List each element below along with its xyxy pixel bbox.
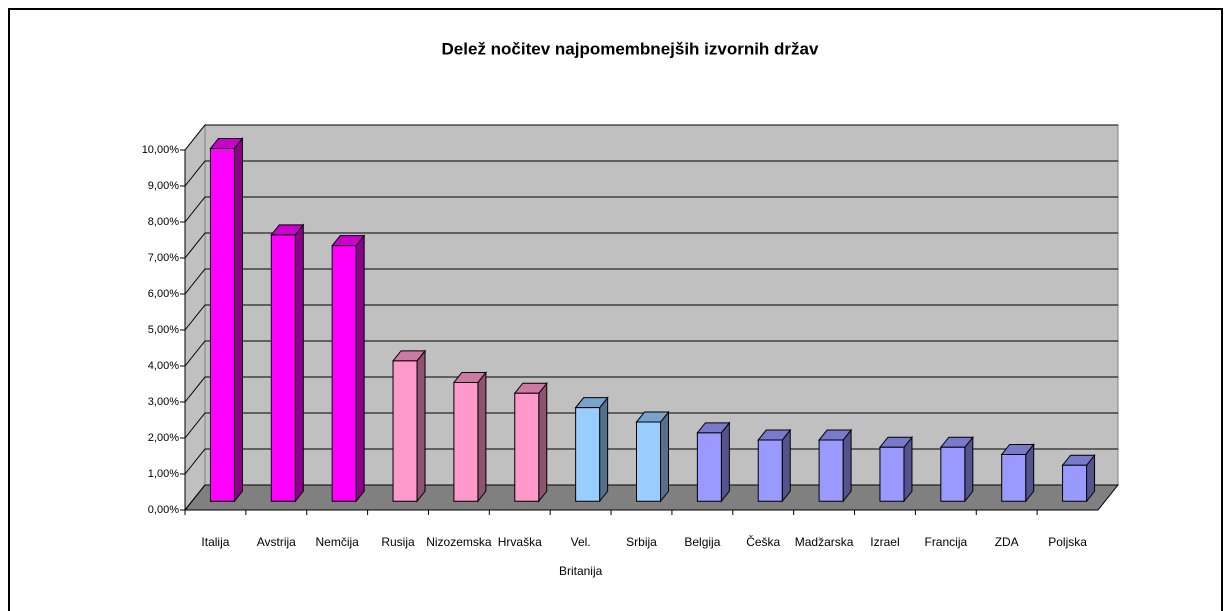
bar — [513, 381, 548, 503]
bar — [696, 421, 731, 503]
bar-side — [355, 234, 365, 503]
bar-side — [781, 428, 791, 503]
grid-line — [184, 196, 1118, 223]
x-tick-label: Poljska — [1048, 535, 1087, 549]
chart-frame — [8, 8, 1223, 611]
x-tick-label: Belgija — [684, 535, 720, 549]
x-tick-label: Nemčija — [315, 535, 359, 549]
bar-side — [294, 223, 304, 503]
bar-side — [903, 435, 913, 503]
bar-front — [514, 392, 540, 502]
bar-front — [940, 446, 966, 502]
grid-line — [184, 124, 1118, 151]
bar-front — [270, 234, 296, 502]
grid-line — [184, 376, 1118, 403]
x-tick-label: Rusija — [381, 535, 415, 549]
bar-front — [636, 421, 661, 502]
bar — [757, 428, 792, 503]
x-tick-label: Hrvaška — [498, 535, 542, 549]
bar — [818, 428, 853, 503]
bar — [939, 435, 974, 503]
grid-line — [184, 160, 1118, 187]
bar — [878, 435, 914, 503]
bar — [635, 410, 670, 503]
bar-side — [842, 428, 852, 503]
y-tick-label: 7,00% — [148, 252, 179, 264]
bar-side — [233, 137, 243, 503]
x-tick-label: Nizozemska — [426, 535, 492, 549]
bar-side — [416, 349, 426, 503]
x-tick-label: Francija — [924, 535, 967, 549]
grid-line — [184, 340, 1118, 367]
bar-side — [720, 421, 730, 503]
bar-front — [331, 245, 357, 502]
bar-front — [879, 446, 905, 502]
bar — [391, 349, 427, 503]
chart-title: Delež nočitev najpomembnejših izvornih d… — [442, 39, 819, 58]
bar — [452, 371, 487, 503]
y-tick-label: 0,00% — [148, 504, 179, 516]
bar-front — [818, 439, 844, 502]
y-tick-label: 6,00% — [148, 288, 179, 300]
y-tick-label: 10,00% — [142, 144, 180, 156]
bar-front — [757, 439, 783, 502]
bar-front — [209, 147, 235, 502]
bar-front — [392, 360, 418, 502]
x-tick-label: Vel. Britanija — [559, 535, 603, 578]
x-tick-label: Češka — [746, 534, 780, 549]
bar-front — [1062, 464, 1088, 502]
bar-front — [575, 407, 601, 502]
bar-side — [599, 396, 609, 503]
grid-line — [184, 484, 1118, 511]
grid-line — [184, 268, 1118, 295]
bar-front — [453, 381, 479, 502]
grid-line — [184, 448, 1118, 475]
bar-side — [477, 371, 487, 503]
grid-line — [184, 412, 1118, 439]
y-tick-label: 9,00% — [148, 180, 179, 192]
x-tick-label: Avstrija — [257, 535, 296, 549]
bar-side — [660, 410, 669, 503]
y-tick-label: 8,00% — [148, 216, 179, 228]
x-tick-label: Italija — [201, 535, 229, 549]
bar — [1061, 453, 1096, 503]
y-tick-label: 3,00% — [148, 396, 179, 408]
bar — [1000, 443, 1035, 503]
bar-front — [696, 432, 722, 502]
bar — [270, 223, 305, 503]
y-tick-label: 5,00% — [148, 324, 179, 336]
bar-side — [964, 435, 974, 503]
bar — [331, 234, 366, 503]
x-tick-label: ZDA — [995, 535, 1019, 549]
bar-front — [1001, 453, 1027, 502]
x-tick-label: Izrael — [870, 535, 899, 549]
y-tick-label: 2,00% — [148, 432, 179, 444]
grid-line — [184, 232, 1118, 259]
bar-side — [538, 381, 548, 503]
x-tick-label: Madžarska — [795, 535, 854, 549]
bar — [209, 137, 244, 503]
grid-line — [184, 304, 1118, 331]
y-tick-label: 4,00% — [148, 360, 179, 372]
x-tick-label: Srbija — [626, 535, 657, 549]
bar — [574, 396, 609, 503]
y-tick-label: 1,00% — [148, 468, 179, 480]
